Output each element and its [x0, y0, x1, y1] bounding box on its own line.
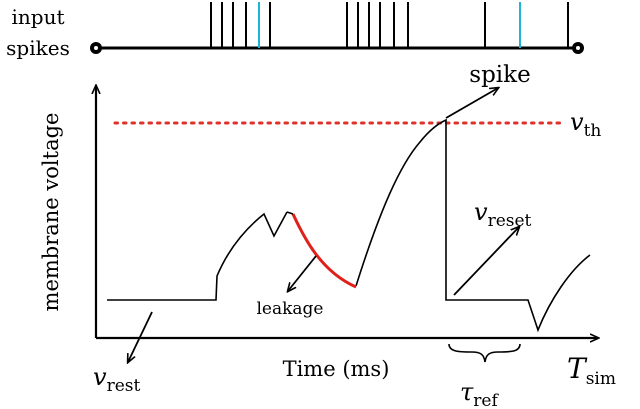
spike-train-start-dot-inner: [94, 46, 98, 50]
input-spikes-label-line1: input: [12, 5, 65, 29]
v-th-label: vth: [570, 108, 601, 141]
leakage-label: leakage: [256, 299, 323, 319]
spike-train-end-dot-inner: [576, 46, 580, 50]
v-rest-arrow: [128, 311, 153, 362]
x-axis-label: Time (ms): [283, 357, 390, 381]
leakage-arrow: [288, 255, 317, 291]
membrane-voltage-trace-join: [286, 211, 294, 215]
y-axis-label: membrane voltage: [39, 113, 63, 312]
v-rest-label: vrest: [93, 363, 140, 396]
spike-arrow: [445, 88, 498, 119]
leakage-curve: [291, 213, 357, 289]
v-reset-arrow: [453, 227, 519, 296]
refractory-brace: [448, 343, 521, 363]
spike-label: spike: [469, 62, 530, 88]
v-reset-label: vreset: [474, 198, 532, 231]
tau-ref-label: τref: [460, 378, 499, 409]
input-spike-ticks: [210, 2, 569, 48]
input-spikes-label-line2: spikes: [6, 36, 70, 60]
t-sim-label: Tsim: [567, 352, 616, 389]
membrane-voltage-trace-rise: [355, 118, 591, 333]
membrane-voltage-trace: [107, 211, 288, 301]
